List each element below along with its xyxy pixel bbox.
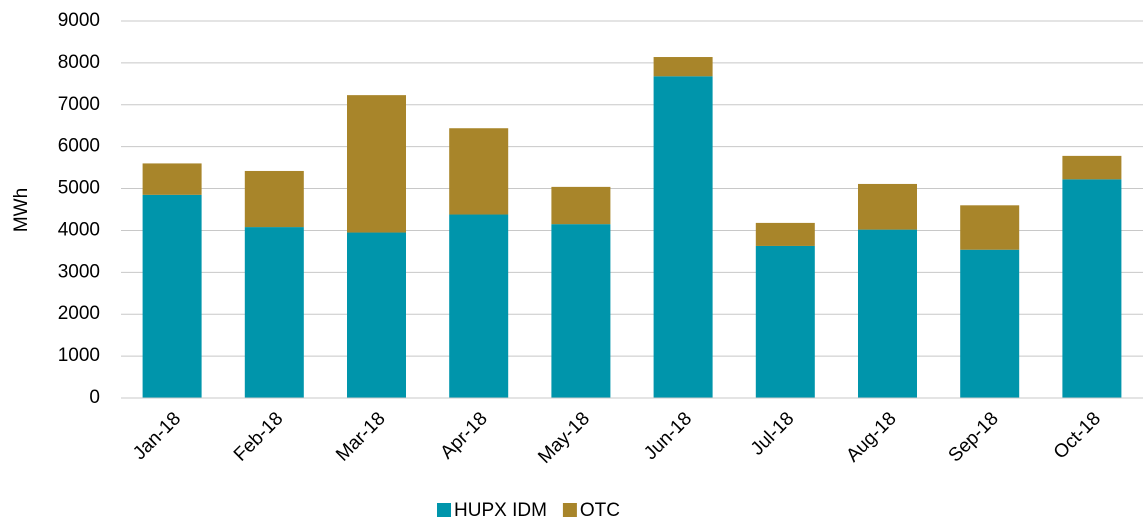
x-tick-label: Oct-18 <box>1050 408 1105 463</box>
bar-segment <box>755 222 815 246</box>
y-tick-label: 6000 <box>58 136 100 157</box>
x-tick-label: Feb-18 <box>230 408 287 465</box>
y-tick-label: 1000 <box>58 345 100 366</box>
y-tick-label: 9000 <box>58 10 100 31</box>
bar-segment <box>551 186 611 225</box>
legend-swatch <box>437 503 451 517</box>
legend-label: HUPX IDM <box>454 500 547 521</box>
x-tick-label: Apr-18 <box>437 408 492 463</box>
bar-segment <box>1062 155 1122 180</box>
x-tick-label: Mar-18 <box>332 408 389 465</box>
y-tick-label: 8000 <box>58 52 100 73</box>
bar-segment <box>244 170 304 228</box>
y-tick-label: 3000 <box>58 261 100 282</box>
bar-segment <box>347 95 406 233</box>
x-tick-label: Jul-18 <box>747 408 798 459</box>
bar-segment <box>858 229 917 398</box>
legend-label: OTC <box>580 500 620 521</box>
x-tick-label: Jun-18 <box>640 408 696 464</box>
bar-segment <box>653 76 713 398</box>
y-tick-label: 2000 <box>58 303 100 324</box>
y-tick-label: 7000 <box>58 94 100 115</box>
bar-segment <box>347 232 406 398</box>
x-tick-label: May-18 <box>534 408 594 468</box>
bar-segment <box>858 183 917 230</box>
x-tick-label: Aug-18 <box>842 408 900 466</box>
y-axis-label: MWh <box>11 188 32 232</box>
bar-segment <box>755 245 815 398</box>
bar-segment <box>142 194 202 398</box>
x-tick-label: Sep-18 <box>945 408 1003 466</box>
bar-segment <box>960 249 1020 398</box>
legend-swatch <box>562 503 577 517</box>
y-tick-label: 4000 <box>58 219 100 240</box>
bar-segment <box>449 214 509 398</box>
x-tick-label: Jan-18 <box>129 408 185 464</box>
y-tick-label: 5000 <box>58 178 100 199</box>
bar-segment <box>960 205 1020 250</box>
y-tick-label: 0 <box>89 387 100 408</box>
bar-segment <box>551 224 611 398</box>
bar-segment <box>449 128 509 215</box>
bar-segment <box>142 163 202 195</box>
bar-segment <box>1062 179 1122 398</box>
bar-segment <box>244 227 304 398</box>
bar-segment <box>653 57 713 77</box>
